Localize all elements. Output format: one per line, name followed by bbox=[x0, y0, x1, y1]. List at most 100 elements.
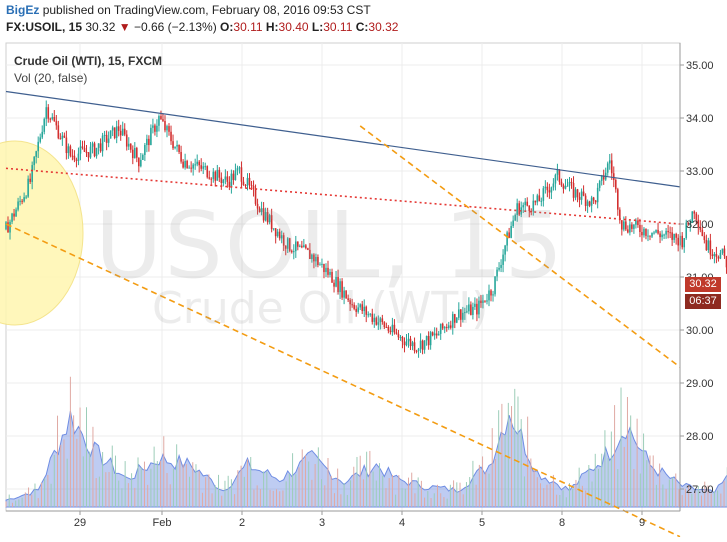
candle-body bbox=[47, 107, 50, 119]
candle-body bbox=[470, 304, 472, 315]
candle-body bbox=[280, 235, 283, 239]
close-label: C: bbox=[355, 20, 369, 34]
candle-body bbox=[166, 126, 168, 131]
candle-body bbox=[401, 336, 404, 342]
candle-body bbox=[170, 131, 172, 142]
trendline-solid-blue[interactable] bbox=[5, 90, 681, 188]
candle-body bbox=[63, 135, 66, 138]
candle-body bbox=[37, 141, 39, 152]
candle-body bbox=[381, 318, 384, 323]
candle-body bbox=[639, 224, 641, 232]
series-legend[interactable]: Crude Oil (WTI), 15, FXCM bbox=[14, 54, 163, 68]
candle-body bbox=[725, 256, 727, 268]
candle-body bbox=[651, 232, 653, 237]
candle-body bbox=[218, 169, 221, 178]
candle-body bbox=[522, 205, 525, 208]
candle-body bbox=[154, 125, 156, 132]
x-tick-label: 29 bbox=[74, 517, 86, 529]
candle-body bbox=[447, 325, 450, 329]
candle-body bbox=[292, 251, 295, 253]
candle-body bbox=[67, 146, 70, 154]
header-line-1: BigEz published on TradingView.com, Febr… bbox=[6, 3, 371, 17]
candle-body bbox=[623, 221, 625, 230]
candle-body bbox=[29, 178, 31, 182]
candle-body bbox=[262, 208, 265, 221]
candle-body bbox=[321, 263, 323, 265]
candle-body bbox=[99, 143, 102, 152]
candle-body bbox=[371, 313, 374, 322]
candle-body bbox=[393, 324, 396, 333]
candle-body bbox=[55, 121, 58, 126]
candle-body bbox=[536, 195, 539, 203]
candle-body bbox=[572, 183, 575, 198]
candle-body bbox=[627, 229, 629, 233]
candle-body bbox=[705, 239, 708, 251]
candle-body bbox=[550, 187, 553, 193]
candle-body bbox=[614, 179, 617, 190]
candle-body bbox=[325, 267, 327, 273]
candle-body bbox=[276, 231, 279, 237]
candle-body bbox=[675, 233, 677, 238]
candle-body bbox=[27, 178, 29, 197]
candle-body bbox=[691, 211, 694, 224]
candle-body bbox=[645, 228, 647, 236]
candle-body bbox=[468, 304, 470, 312]
candle-body bbox=[252, 185, 255, 190]
candle-body bbox=[361, 304, 364, 312]
candle-body bbox=[435, 333, 438, 336]
candle-body bbox=[5, 222, 7, 230]
candle-body bbox=[140, 159, 142, 167]
x-axis-ticks: 29 Feb 2 3 4 5 8 9 bbox=[74, 511, 645, 529]
candle-body bbox=[9, 221, 11, 233]
candle-body bbox=[596, 187, 599, 203]
candle-body bbox=[35, 151, 37, 157]
candle-body bbox=[59, 138, 62, 140]
candle-body bbox=[544, 186, 547, 189]
candle-body bbox=[282, 235, 285, 246]
trendline-dashed-orange-upper[interactable] bbox=[359, 125, 681, 368]
candle-body bbox=[518, 203, 520, 215]
open-label: O: bbox=[220, 20, 234, 34]
candle-body bbox=[631, 224, 633, 229]
candle-body bbox=[305, 245, 307, 249]
candle-body bbox=[415, 350, 418, 352]
candle-body bbox=[443, 326, 446, 329]
candle-body bbox=[208, 177, 211, 179]
volume-legend[interactable]: Vol (20, false) bbox=[14, 71, 88, 85]
candle-body bbox=[405, 341, 408, 346]
candle-body bbox=[445, 326, 448, 329]
candle-body bbox=[606, 163, 609, 173]
candle-body bbox=[458, 309, 460, 318]
candle-body bbox=[146, 138, 148, 146]
candle-body bbox=[200, 165, 203, 169]
candle-body bbox=[540, 200, 543, 202]
candle-body bbox=[584, 195, 587, 206]
candle-body bbox=[337, 276, 339, 293]
candle-body bbox=[629, 224, 631, 233]
candle-body bbox=[127, 143, 130, 147]
candle-body bbox=[49, 118, 52, 120]
candle-body bbox=[399, 336, 402, 338]
candle-body bbox=[365, 306, 368, 315]
candle-body bbox=[576, 189, 579, 198]
candle-body bbox=[210, 178, 213, 180]
candle-body bbox=[578, 197, 581, 200]
candle-body bbox=[397, 333, 400, 338]
candle-body bbox=[299, 245, 301, 247]
candle-body bbox=[588, 201, 591, 206]
candle-body bbox=[327, 267, 329, 275]
trendline-dashed-orange-lower[interactable] bbox=[5, 223, 681, 538]
candle-body bbox=[492, 294, 494, 296]
candle-body bbox=[419, 340, 422, 349]
candle-body bbox=[258, 208, 261, 213]
brand-link[interactable]: BigEz bbox=[6, 3, 40, 17]
candle-body bbox=[278, 231, 281, 239]
x-tick-label: 8 bbox=[559, 517, 565, 529]
candle-body bbox=[456, 317, 458, 323]
low-label: L: bbox=[311, 20, 324, 34]
candle-body bbox=[182, 161, 184, 168]
candle-body bbox=[220, 177, 223, 183]
candle-body bbox=[53, 117, 56, 122]
candle-body bbox=[224, 176, 227, 180]
